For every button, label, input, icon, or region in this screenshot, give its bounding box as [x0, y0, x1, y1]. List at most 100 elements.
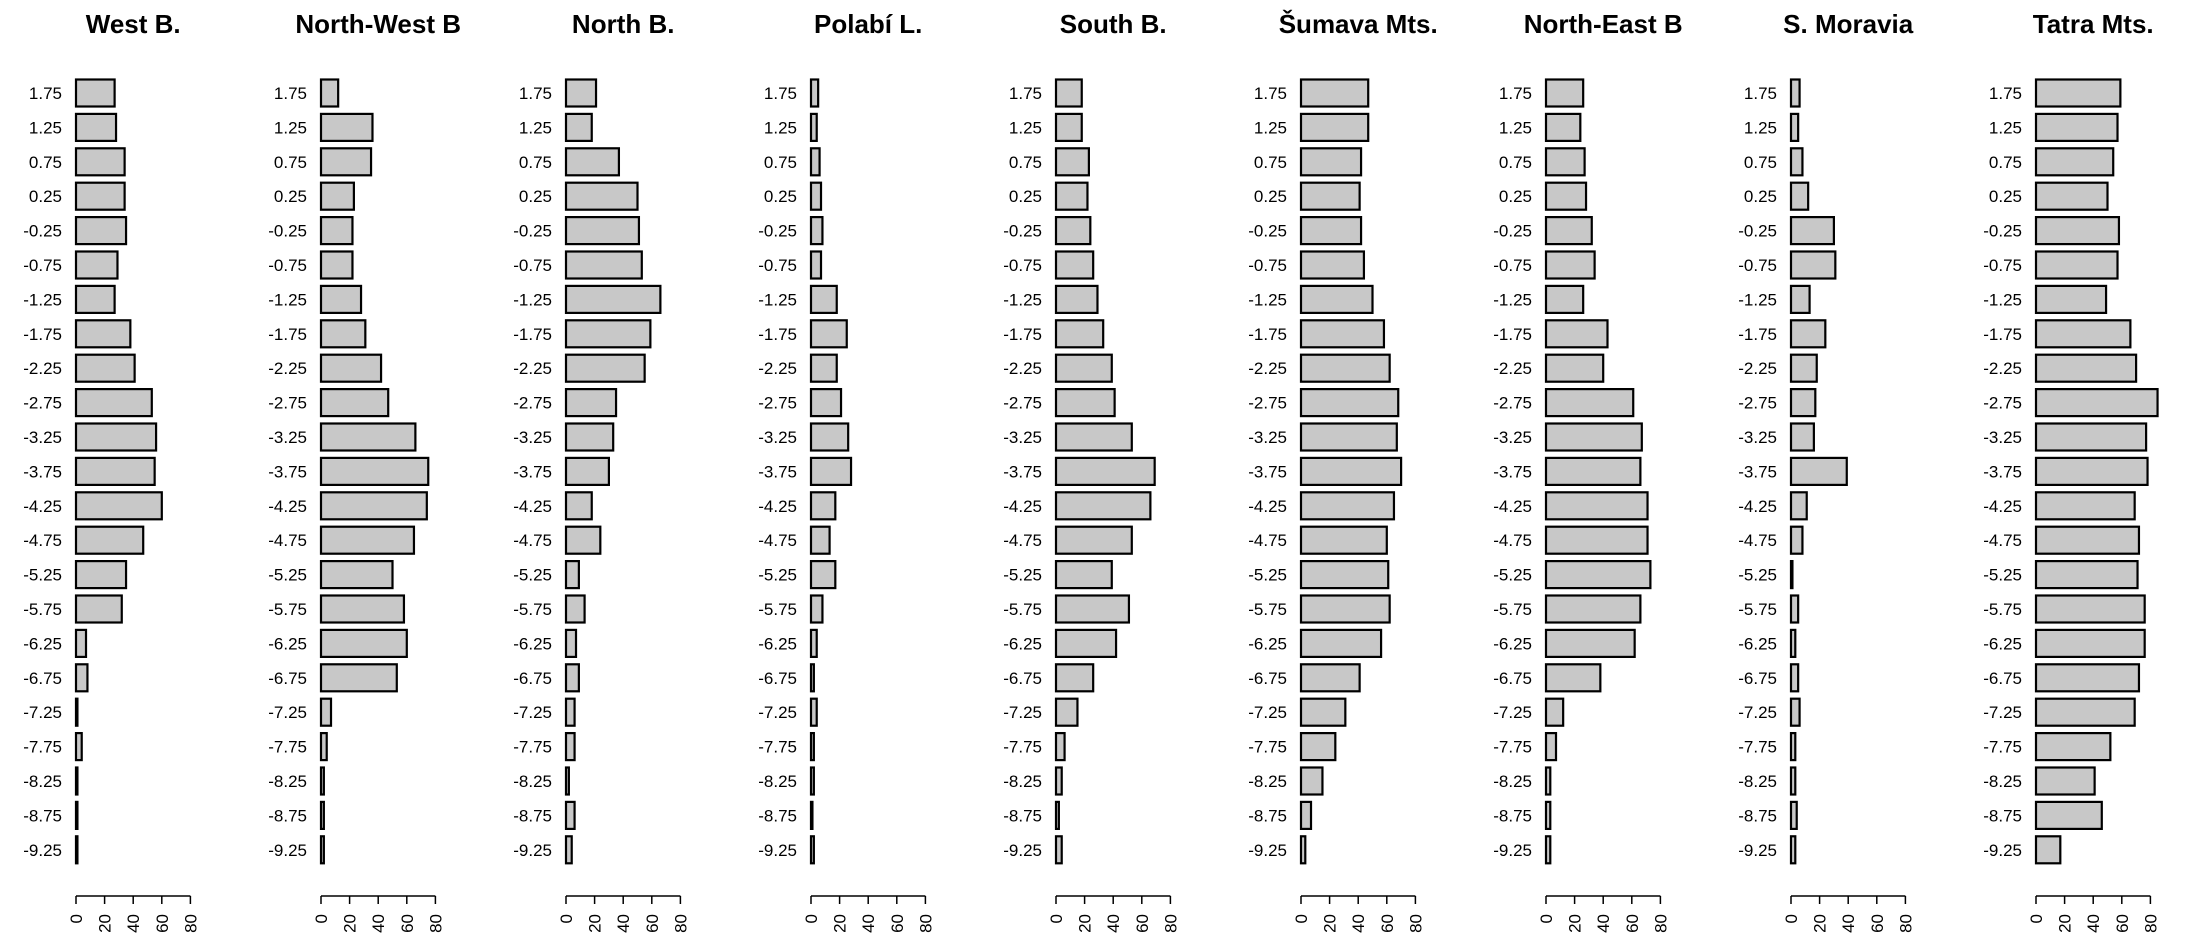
category-label: -0.75: [1003, 256, 1042, 275]
category-label: -3.75: [758, 462, 797, 481]
bar: [2034, 353, 2138, 383]
bar: [319, 559, 394, 590]
category-label: -1.75: [758, 325, 797, 344]
bar: [74, 525, 145, 555]
x-tick-label: 60: [2113, 914, 2132, 933]
bar: [809, 78, 820, 108]
category-label: -0.25: [513, 222, 552, 241]
category-label: -1.25: [268, 290, 307, 309]
category-label: -3.25: [23, 428, 62, 447]
bar: [809, 353, 838, 383]
category-label: -4.25: [23, 497, 62, 516]
category-label: -3.25: [1493, 428, 1532, 447]
bar: [319, 697, 333, 727]
bar: [1054, 388, 1116, 418]
category-label: -4.75: [1983, 531, 2022, 550]
category-label: 1.75: [274, 84, 307, 103]
category-label: -9.25: [23, 841, 62, 860]
chart-panel: North-West B 1.75 1.25 0.75 0.25 -0.25 -0.75 -1…: [268, 9, 461, 933]
x-tick-label: 80: [671, 914, 690, 933]
chart-panel: Šumava Mts. 1.75 1.25 0.75 0.25 -0.25 -0.75 -1.…: [1248, 9, 1437, 933]
category-label: -8.75: [513, 806, 552, 825]
category-label: -4.25: [1738, 497, 1777, 516]
bar: [1544, 147, 1586, 177]
chart-panel: West B. 1.75 1.25 0.75 0.25 -0.25 -0.75 -1.25 -1…: [23, 9, 200, 933]
x-tick-label: 80: [1161, 914, 1180, 933]
category-label: -7.75: [23, 738, 62, 757]
bar: [1054, 353, 1113, 383]
bar: [1789, 559, 1794, 590]
bar: [319, 525, 416, 555]
bar: [1789, 628, 1797, 659]
x-tick-label: 40: [2084, 914, 2103, 933]
x-tick-label: 0: [802, 914, 821, 923]
bar: [1054, 800, 1060, 831]
bar: [809, 766, 815, 796]
category-label: 0.25: [274, 187, 307, 206]
category-label: 0.75: [1499, 153, 1532, 172]
category-label: -7.25: [23, 703, 62, 722]
category-label: 1.75: [1254, 84, 1287, 103]
category-label: 0.75: [1009, 153, 1042, 172]
category-label: -6.75: [1493, 669, 1532, 688]
bar: [1054, 731, 1066, 762]
x-tick-label: 80: [181, 914, 200, 933]
bar: [564, 388, 618, 418]
bar: [319, 628, 408, 659]
category-label: -3.75: [1003, 462, 1042, 481]
bar: [74, 319, 132, 349]
bar: [1299, 284, 1374, 314]
x-tick-label: 40: [1349, 914, 1368, 933]
category-label: -9.25: [758, 841, 797, 860]
category-label: -6.25: [1493, 634, 1532, 653]
category-label: -4.25: [1248, 497, 1287, 516]
bar: [1544, 559, 1652, 590]
category-label: -5.75: [268, 600, 307, 619]
x-tick-label: 60: [1378, 914, 1397, 933]
bar: [809, 319, 848, 349]
bar: [74, 284, 116, 314]
bar: [1299, 78, 1370, 108]
bar: [1789, 147, 1804, 177]
bar: [1299, 388, 1400, 418]
category-label: -8.25: [268, 772, 307, 791]
bar: [809, 491, 837, 521]
category-label: -3.75: [1493, 462, 1532, 481]
category-label: 1.25: [519, 118, 552, 137]
category-label: 0.25: [1744, 187, 1777, 206]
category-label: -2.25: [268, 359, 307, 378]
category-label: -7.75: [1003, 738, 1042, 757]
category-label: -7.25: [758, 703, 797, 722]
bar: [1054, 559, 1113, 590]
category-label: -2.25: [1983, 359, 2022, 378]
category-label: -2.75: [1493, 394, 1532, 413]
category-label: -3.75: [268, 462, 307, 481]
category-label: -0.75: [23, 256, 62, 275]
category-label: -0.25: [1248, 222, 1287, 241]
bar: [74, 663, 89, 693]
bar: [2034, 491, 2136, 521]
category-label: -8.75: [23, 806, 62, 825]
bar: [1544, 353, 1605, 383]
category-label: -6.25: [1738, 634, 1777, 653]
x-tick-label: 20: [96, 914, 115, 933]
bar: [1054, 250, 1095, 280]
category-label: -5.25: [513, 566, 552, 585]
bar: [74, 353, 136, 383]
x-tick-label: 60: [888, 914, 907, 933]
bar: [74, 800, 79, 831]
x-tick-label: 40: [124, 914, 143, 933]
category-label: -4.25: [758, 497, 797, 516]
bar: [564, 78, 598, 108]
bar: [1299, 181, 1361, 211]
category-label: -1.25: [1493, 290, 1532, 309]
bar: [809, 594, 824, 624]
category-label: 1.25: [1499, 118, 1532, 137]
chart-panel: Tatra Mts. 1.75 1.25 0.75 0.25 -0.25 -0.75 -1.2…: [1983, 9, 2160, 933]
bar: [1789, 78, 1801, 108]
bar: [1299, 491, 1396, 521]
bar: [1054, 78, 1083, 108]
bar: [1054, 181, 1089, 211]
category-label: -1.75: [268, 325, 307, 344]
bar: [564, 250, 643, 280]
